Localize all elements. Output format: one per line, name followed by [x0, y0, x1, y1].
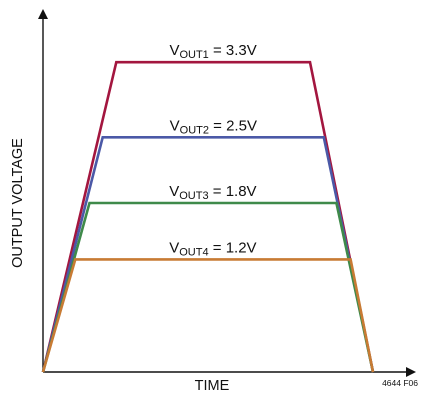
series-label-value: = 2.5V [209, 117, 257, 134]
series-label-value: = 1.8V [209, 183, 257, 200]
series-label-2: VOUT2 = 2.5V [170, 117, 257, 136]
series-label-1: VOUT1 = 3.3V [169, 42, 256, 61]
series-label-main: V [170, 117, 180, 134]
series-label-subscript: OUT3 [179, 190, 208, 202]
series-line-1 [41, 60, 375, 373]
series-label-3: VOUT3 = 1.8V [169, 183, 256, 202]
series-line-3 [41, 201, 375, 373]
series-line-4 [41, 258, 375, 373]
series-label-main: V [169, 183, 179, 200]
y-axis-title: OUTPUT VOLTAGE [10, 138, 26, 268]
series-label-subscript: OUT1 [179, 49, 208, 61]
series-label-main: V [169, 42, 179, 59]
series-label-subscript: OUT2 [180, 124, 209, 136]
series-label-main: V [169, 239, 179, 256]
series-label-value: = 3.3V [209, 42, 257, 59]
x-axis-title: TIME [195, 378, 230, 394]
series-label-subscript: OUT4 [179, 246, 208, 258]
series-label-4: VOUT4 = 1.2V [169, 239, 256, 258]
series-label-value: = 1.2V [209, 239, 257, 256]
figure-id: 4644 F06 [382, 378, 418, 388]
series-layer [41, 60, 375, 373]
